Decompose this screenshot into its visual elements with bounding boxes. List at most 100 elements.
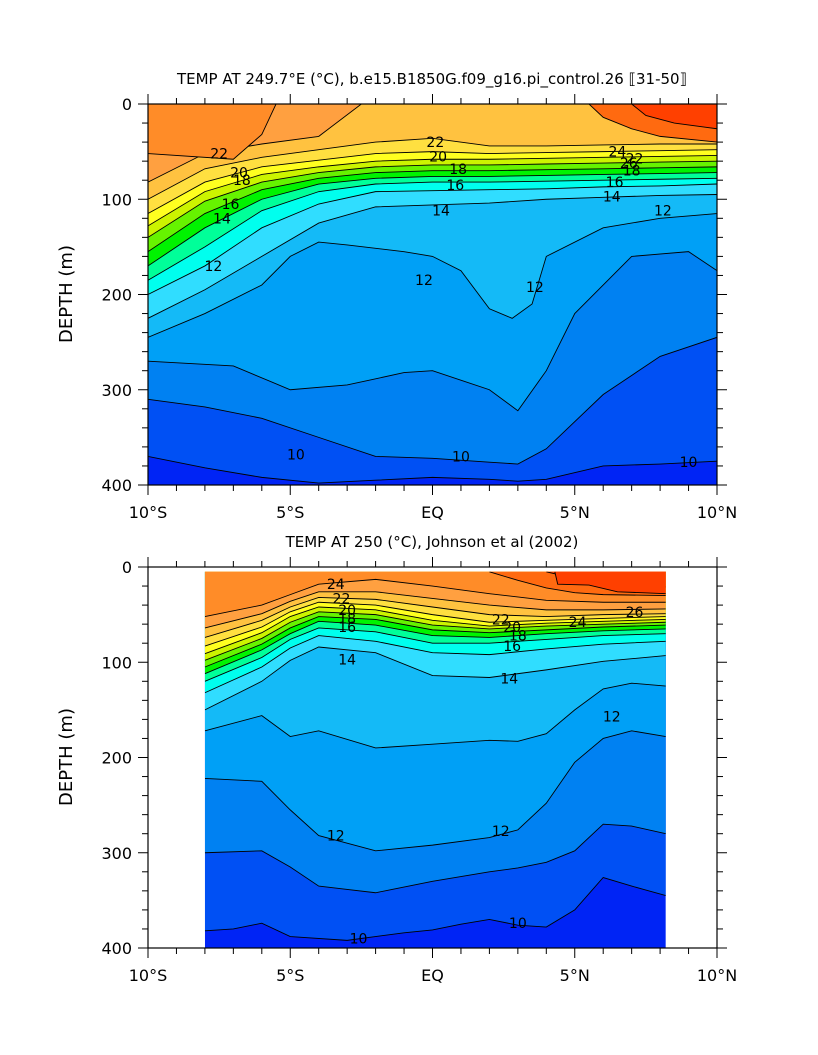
- contour-line: [489, 571, 666, 597]
- contour-line: [204, 611, 666, 661]
- contour-line: [148, 251, 717, 412]
- contour-label: 12: [603, 710, 621, 726]
- svg-text:18: 18: [449, 162, 467, 178]
- contour-label: 14: [338, 652, 356, 668]
- svg-text:20: 20: [503, 620, 521, 636]
- x-tick-label: 5°N: [560, 966, 590, 985]
- contour-line: [148, 137, 717, 200]
- contour-label: 22: [492, 612, 510, 628]
- contour-line: [631, 104, 717, 130]
- contour-line: [148, 149, 717, 214]
- contour-label: 18: [449, 162, 467, 178]
- contour-label: 16: [503, 639, 521, 655]
- contour-line: [148, 177, 717, 281]
- contour-line: [204, 877, 666, 941]
- svg-text:24: 24: [609, 145, 627, 161]
- contour-label: 10: [287, 448, 305, 464]
- contour-band: [554, 571, 666, 594]
- y-tick-label: 400: [101, 476, 132, 495]
- contour-label: 12: [415, 273, 433, 289]
- svg-text:16: 16: [338, 620, 356, 636]
- y-tick-label: 0: [122, 95, 132, 114]
- x-tick-label: 10°N: [697, 503, 737, 522]
- contour-label: 22: [426, 135, 444, 151]
- contour-label: 20: [503, 620, 521, 636]
- contour-line: [204, 616, 666, 668]
- contour-label: 24: [569, 615, 587, 631]
- contour-label: 26: [626, 605, 644, 621]
- panel-title: TEMP AT 250 (°C), Johnson et al (2002): [285, 533, 579, 551]
- y-tick-label: 300: [101, 381, 132, 400]
- svg-text:26: 26: [620, 156, 638, 172]
- contour-label: 12: [327, 829, 345, 845]
- svg-text:22: 22: [626, 151, 644, 167]
- x-tick-label: EQ: [421, 966, 444, 985]
- contour-line: [148, 104, 362, 183]
- svg-text:12: 12: [603, 710, 621, 726]
- contour-label: 16: [338, 620, 356, 636]
- contour-line: [148, 194, 717, 319]
- svg-text:16: 16: [446, 178, 464, 194]
- contour-line: [148, 160, 717, 238]
- svg-text:22: 22: [210, 147, 228, 163]
- svg-text:12: 12: [327, 829, 345, 845]
- contour-label: 12: [205, 259, 223, 275]
- contour-label: 24: [327, 577, 345, 593]
- y-tick-label: 0: [122, 558, 132, 577]
- y-tick-label: 400: [101, 939, 132, 958]
- contour-line: [148, 213, 717, 338]
- svg-text:10: 10: [350, 931, 368, 947]
- contour-line: [148, 336, 717, 465]
- svg-text:22: 22: [492, 612, 510, 628]
- contour-line: [204, 823, 666, 894]
- svg-text:18: 18: [509, 629, 527, 645]
- contour-label: 12: [526, 280, 544, 296]
- x-tick-label: 10°S: [129, 503, 168, 522]
- x-tick-label: EQ: [421, 503, 444, 522]
- contour-line: [588, 104, 717, 143]
- svg-text:24: 24: [327, 577, 345, 593]
- contour-line: [204, 578, 666, 617]
- contour-line: [204, 620, 666, 675]
- contour-label: 20: [230, 166, 248, 182]
- y-tick-label: 200: [101, 749, 132, 768]
- contour-label: 18: [233, 173, 251, 189]
- y-axis-label: DEPTH (m): [56, 708, 77, 806]
- panel-title: TEMP AT 249.7°E (°C), b.e15.B1850G.f09_g…: [176, 70, 687, 89]
- svg-text:14: 14: [603, 189, 621, 205]
- contour-line: [148, 183, 717, 295]
- x-tick-label: 10°N: [697, 966, 737, 985]
- svg-text:18: 18: [338, 611, 356, 627]
- contour-label: 10: [452, 449, 470, 465]
- x-tick-label: 5°S: [276, 966, 304, 985]
- svg-text:14: 14: [338, 652, 356, 668]
- svg-text:14: 14: [500, 671, 518, 687]
- x-tick-label: 10°S: [129, 966, 168, 985]
- svg-text:12: 12: [492, 824, 510, 840]
- contour-label: 18: [509, 629, 527, 645]
- contour-line: [148, 104, 277, 160]
- contour-label: 10: [509, 916, 527, 932]
- svg-text:12: 12: [526, 280, 544, 296]
- y-tick-label: 100: [101, 653, 132, 672]
- contour-line: [204, 730, 666, 852]
- svg-text:26: 26: [626, 605, 644, 621]
- contour-line: [204, 635, 666, 694]
- svg-text:12: 12: [654, 204, 672, 220]
- contour-label: 16: [222, 197, 240, 213]
- svg-text:16: 16: [222, 197, 240, 213]
- svg-text:12: 12: [415, 273, 433, 289]
- panel-model: TEMP AT 249.7°E (°C), b.e15.B1850G.f09_g…: [56, 70, 737, 522]
- contour-label: 20: [338, 603, 356, 619]
- contour-line: [148, 166, 717, 253]
- svg-text:12: 12: [205, 259, 223, 275]
- contour-line: [148, 172, 717, 267]
- contour-line: [148, 154, 717, 227]
- svg-text:10: 10: [509, 916, 527, 932]
- svg-text:20: 20: [338, 603, 356, 619]
- contour-band: [631, 104, 717, 129]
- svg-text:10: 10: [680, 455, 698, 471]
- svg-text:16: 16: [503, 639, 521, 655]
- contour-label: 12: [654, 204, 672, 220]
